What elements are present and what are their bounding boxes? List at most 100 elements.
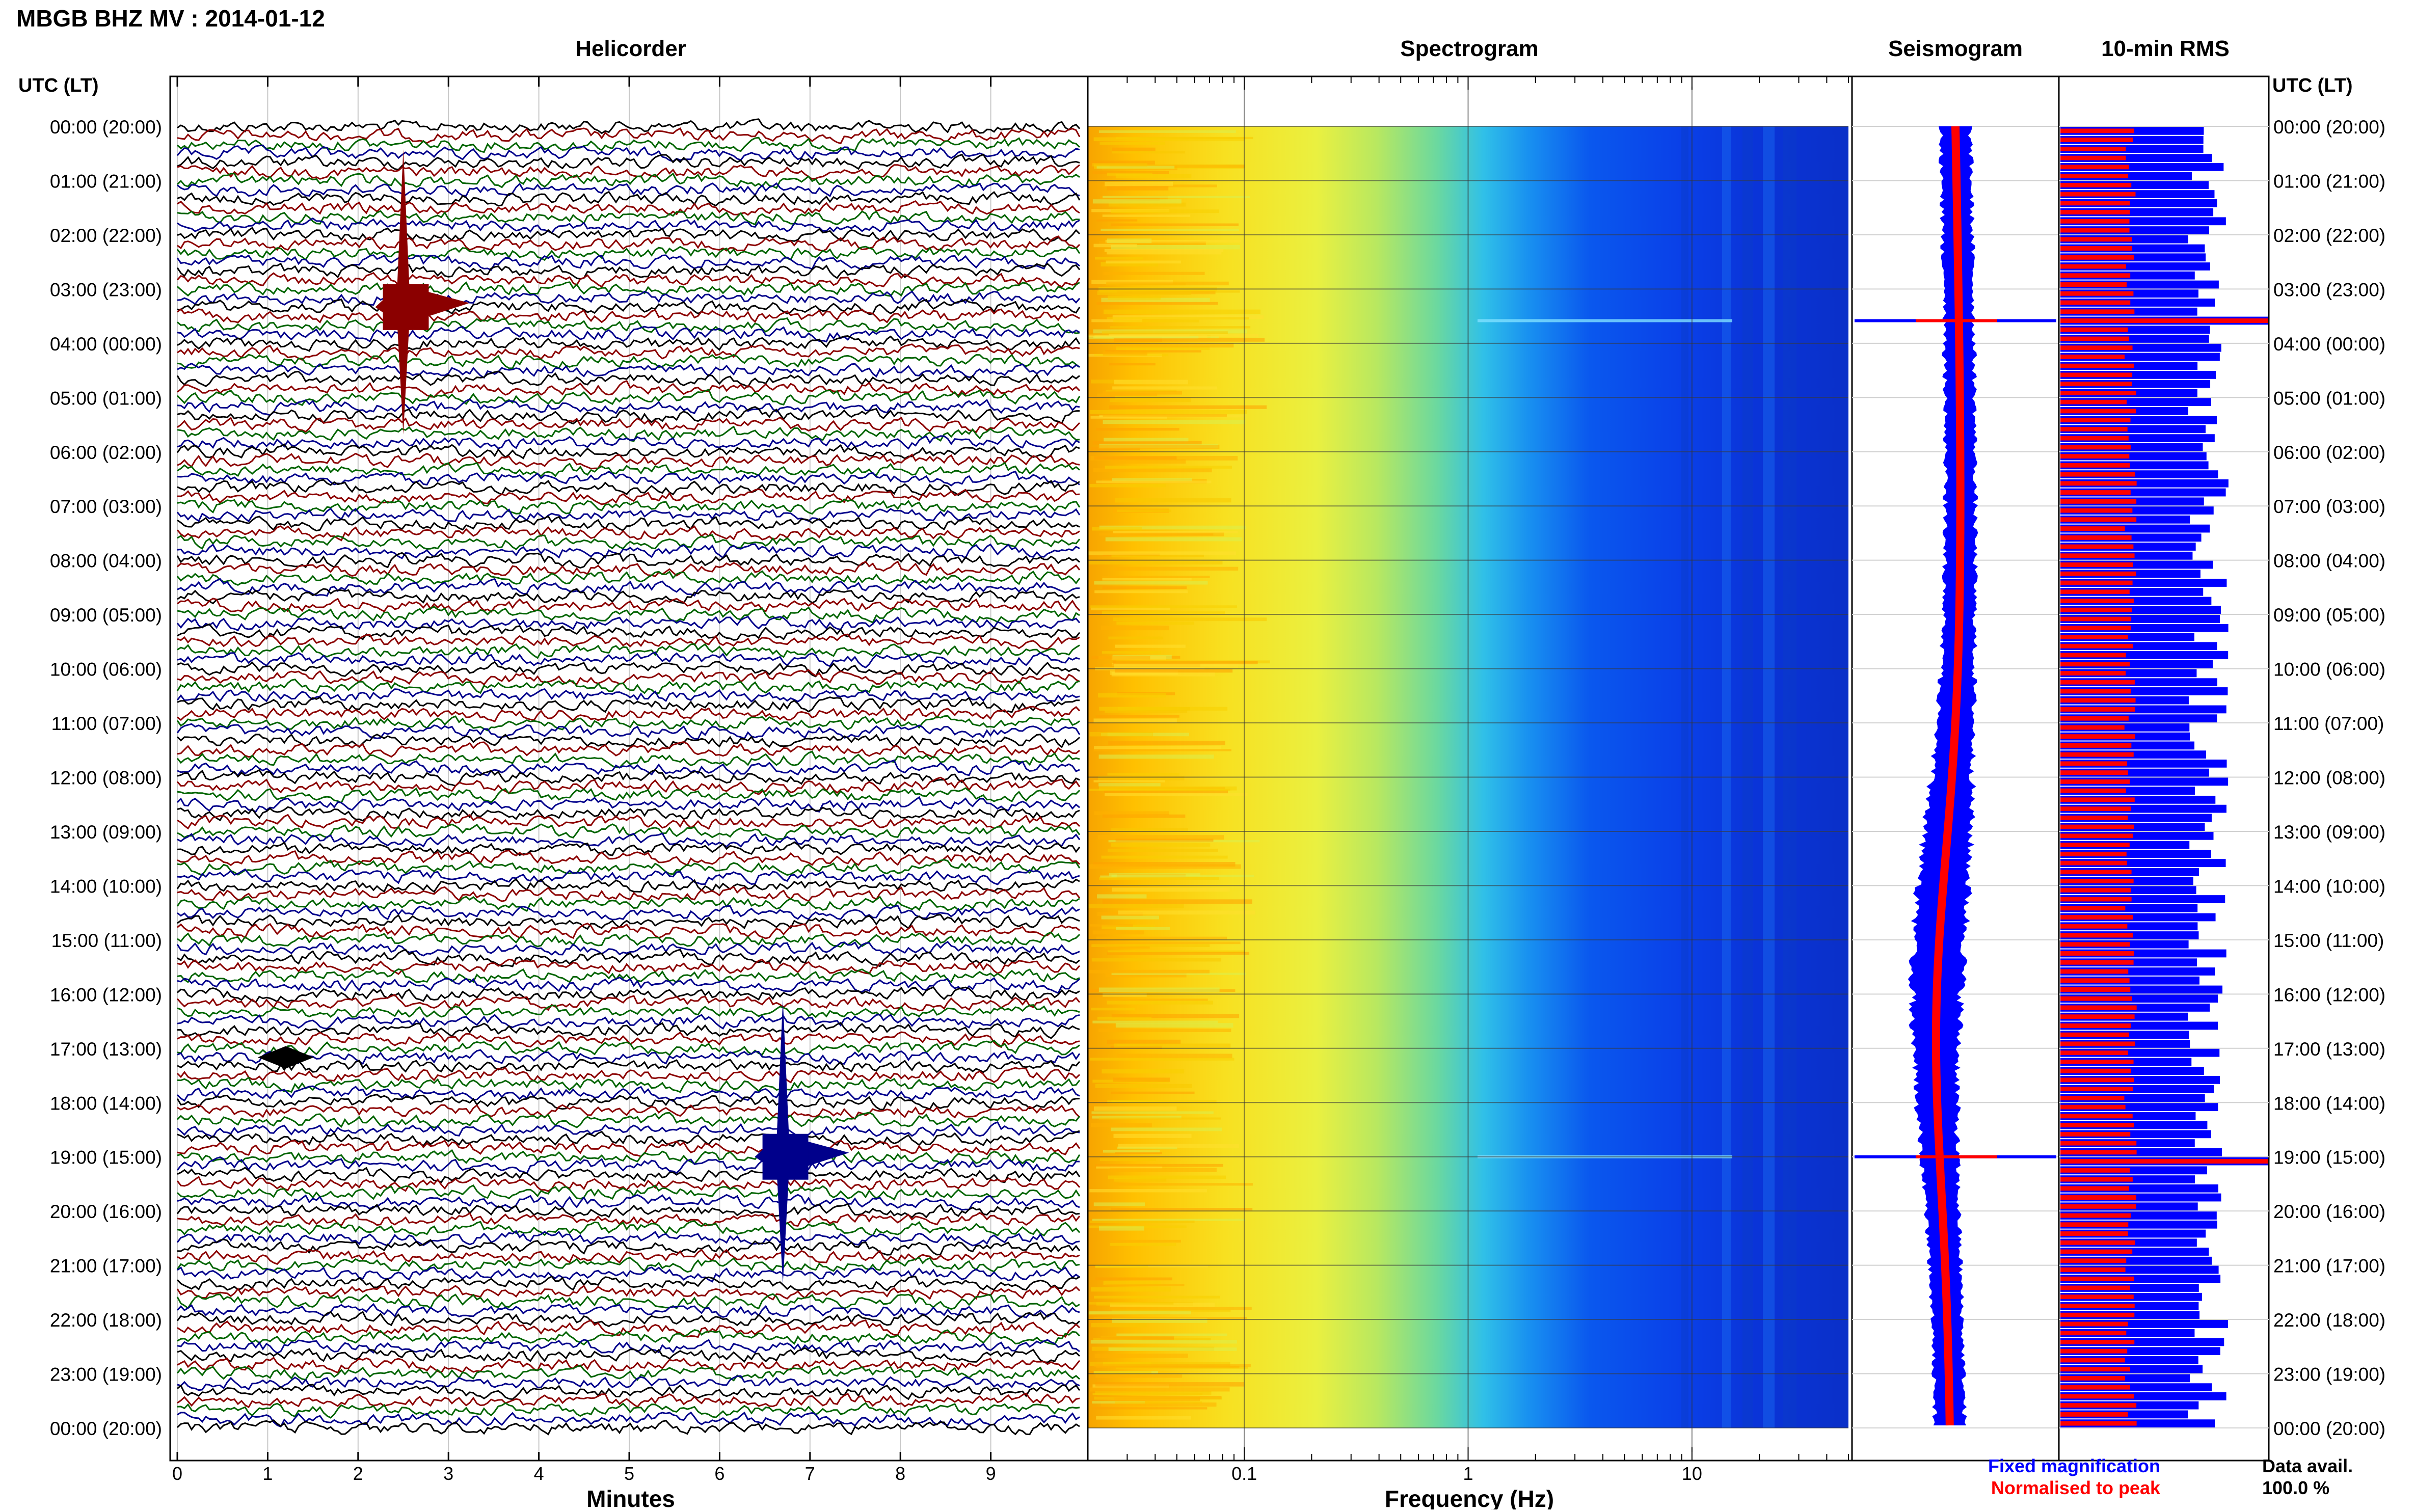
minute-tick-label: 5 bbox=[624, 1463, 634, 1484]
rms-bar-normalised bbox=[2060, 1276, 2134, 1281]
rms-title: 10-min RMS bbox=[2101, 36, 2230, 61]
helicorder-trace bbox=[177, 958, 1081, 975]
helicorder-trace bbox=[176, 986, 1080, 1003]
rms-bar-normalised bbox=[2060, 1267, 2126, 1272]
helicorder-trace bbox=[177, 210, 1080, 226]
rms-bar-normalised bbox=[2060, 490, 2131, 495]
rms-bar-normalised bbox=[2060, 969, 2129, 974]
helicorder-trace bbox=[177, 1004, 1080, 1018]
rms-bar-normalised bbox=[2060, 418, 2131, 423]
minute-tick-label: 0 bbox=[172, 1463, 182, 1484]
utc-lt-label-right: UTC (LT) bbox=[2272, 75, 2353, 96]
rms-bar-normalised bbox=[2060, 499, 2137, 504]
time-label: 05:00 (01:00) bbox=[2273, 388, 2385, 409]
time-label: 01:00 (21:00) bbox=[50, 171, 162, 192]
rms-bar-normalised bbox=[2060, 1104, 2126, 1110]
helicorder-trace bbox=[177, 578, 1080, 597]
rms-bar-normalised bbox=[2060, 680, 2135, 685]
time-label: 19:00 (15:00) bbox=[2273, 1147, 2385, 1168]
helicorder-trace bbox=[176, 272, 1081, 288]
helicorder-trace bbox=[177, 299, 1081, 315]
helicorder-trace bbox=[177, 470, 1080, 487]
helicorder-trace bbox=[176, 615, 1081, 632]
time-label: 07:00 (03:00) bbox=[50, 496, 162, 517]
helicorder-trace bbox=[177, 1021, 1080, 1039]
time-labels-right: 00:00 (20:00) 01:00 (21:00) 02:00 (22:00) 0… bbox=[2273, 117, 2385, 1439]
rms-bar-normalised bbox=[2060, 770, 2129, 775]
rms-bar-normalised bbox=[2060, 1222, 2129, 1227]
helicorder-trace bbox=[177, 1402, 1080, 1419]
rms-bar-normalised bbox=[2060, 472, 2135, 477]
helicorder-trace bbox=[177, 164, 1080, 180]
helicorder-trace bbox=[177, 1130, 1080, 1147]
rms-bar-normalised bbox=[2060, 879, 2134, 883]
rms-bar-normalised bbox=[2060, 481, 2137, 486]
time-label: 04:00 (00:00) bbox=[50, 334, 162, 355]
rms-bar-normalised bbox=[2060, 273, 2131, 278]
time-label: 10:00 (06:00) bbox=[50, 659, 162, 680]
rms-bar-normalised bbox=[2060, 562, 2133, 567]
frequency-tick-label: 1 bbox=[1463, 1463, 1473, 1484]
time-label: 06:00 (02:00) bbox=[2273, 442, 2385, 463]
rms-bar-normalised bbox=[2060, 906, 2126, 911]
rms-bar-normalised bbox=[2060, 779, 2130, 784]
time-label: 21:00 (17:00) bbox=[50, 1256, 162, 1277]
helicorder-trace bbox=[177, 1039, 1080, 1057]
helicorder-trace bbox=[176, 1112, 1081, 1128]
helicorder-trace bbox=[177, 706, 1081, 723]
helicorder-trace bbox=[176, 1256, 1080, 1273]
rms-bar-normalised bbox=[2060, 815, 2128, 820]
rms-bar-normalised bbox=[2060, 182, 2132, 187]
rms-bar-normalised bbox=[2060, 1141, 2137, 1146]
rms-bar-normalised bbox=[2060, 228, 2130, 233]
time-label: 23:00 (19:00) bbox=[2273, 1364, 2385, 1385]
helicorder-trace bbox=[177, 633, 1080, 650]
helicorder-trace bbox=[177, 588, 1080, 605]
time-label: 13:00 (09:00) bbox=[50, 822, 162, 843]
minute-tick-label: 2 bbox=[353, 1463, 363, 1484]
rms-bar-normalised bbox=[2060, 1023, 2131, 1028]
rms-bar-normalised bbox=[2060, 915, 2133, 920]
time-label: 00:00 (20:00) bbox=[2273, 1418, 2385, 1439]
rms-bar-normalised bbox=[2060, 426, 2128, 431]
helicorder-title: Helicorder bbox=[575, 36, 686, 61]
rms-bar-normalised bbox=[2060, 833, 2133, 839]
helicorder-trace bbox=[177, 1104, 1081, 1120]
rms-bar-normalised bbox=[2060, 897, 2132, 902]
minute-tick-label: 8 bbox=[895, 1463, 905, 1484]
helicorder-trace bbox=[176, 570, 1081, 586]
rms-bar-normalised bbox=[2060, 155, 2126, 160]
rms-bar-normalised bbox=[2060, 1131, 2131, 1137]
helicorder-trace bbox=[177, 1194, 1080, 1211]
helicorder-trace bbox=[177, 905, 1080, 921]
time-label: 21:00 (17:00) bbox=[2273, 1256, 2385, 1277]
rms-bar-normalised bbox=[2060, 1005, 2137, 1010]
legend-fixed-magnification: Fixed magnification bbox=[1988, 1455, 2160, 1476]
rms-bar-normalised bbox=[2060, 1294, 2134, 1300]
rms-bar-normalised bbox=[2060, 806, 2131, 812]
rms-bar-normalised bbox=[2060, 1403, 2137, 1408]
helicorder-trace bbox=[177, 1013, 1080, 1030]
helicorder-trace bbox=[177, 1339, 1080, 1354]
helicorder-trace bbox=[176, 525, 1080, 542]
rms-bar-normalised bbox=[2060, 282, 2127, 287]
rms-bar-normalised bbox=[2060, 1195, 2136, 1200]
rms-bar-normalised bbox=[2060, 1177, 2133, 1182]
helicorder-trace bbox=[176, 688, 1080, 703]
rms-bar-normalised bbox=[2060, 671, 2126, 676]
spectrogram-panel bbox=[1087, 75, 1853, 1462]
helicorder-trace bbox=[177, 949, 1080, 967]
rms-bar-normalised bbox=[2060, 1312, 2135, 1317]
rms-bar-normalised bbox=[2060, 1367, 2130, 1372]
helicorder-trace bbox=[176, 1364, 1081, 1382]
rms-bar-normalised bbox=[2060, 824, 2134, 829]
helicorder-trace bbox=[176, 1085, 1080, 1102]
helicorder-trace bbox=[177, 560, 1081, 578]
helicorder-trace bbox=[177, 488, 1080, 505]
helicorder-trace bbox=[177, 1059, 1081, 1073]
time-label: 22:00 (18:00) bbox=[2273, 1310, 2385, 1331]
rms-bar-normalised bbox=[2060, 409, 2136, 414]
helicorder-trace bbox=[177, 643, 1080, 659]
rms-bar-normalised bbox=[2060, 788, 2126, 793]
